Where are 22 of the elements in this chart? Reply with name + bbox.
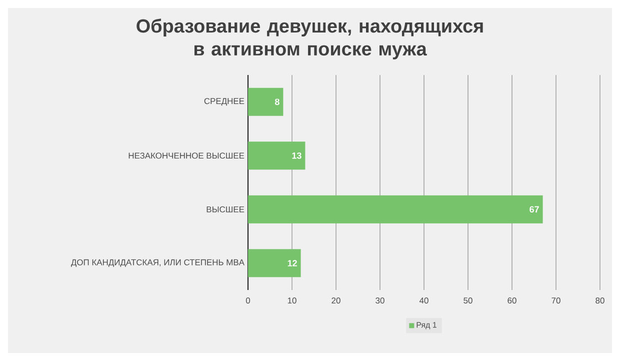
x-tick-label: 60 (508, 298, 516, 304)
data-label: 13 (292, 152, 302, 159)
y-tick-label: СРЕДНЕЕ (204, 98, 244, 106)
bar (248, 249, 301, 278)
x-tick-label: 70 (552, 298, 560, 304)
x-tick-label: 50 (464, 298, 472, 304)
y-tick-label: НЕЗАКОНЧЕННОЕ ВЫСШЕЕ (128, 152, 244, 159)
bar (248, 195, 543, 224)
bar (248, 142, 306, 170)
y-tick-label: ДОП КАНДИДАТСКАЯ, ИЛИ СТЕПЕНЬ MBA (71, 259, 244, 267)
x-tick-label: 80 (596, 298, 604, 304)
data-label: 12 (288, 260, 297, 266)
y-tick-label: ВЫСШЕЕ (206, 206, 244, 212)
x-tick-label: 0 (246, 298, 250, 304)
bar (248, 88, 284, 116)
data-label: 8 (274, 98, 280, 106)
data-label: 67 (530, 206, 539, 213)
x-tick-label: 30 (376, 298, 384, 304)
x-tick-label: 20 (332, 298, 340, 304)
x-tick-label: 10 (288, 298, 296, 304)
chart-title: Образование девушек, находящихся в активном поиске мужа (136, 18, 483, 60)
x-tick-label: 40 (419, 298, 428, 304)
